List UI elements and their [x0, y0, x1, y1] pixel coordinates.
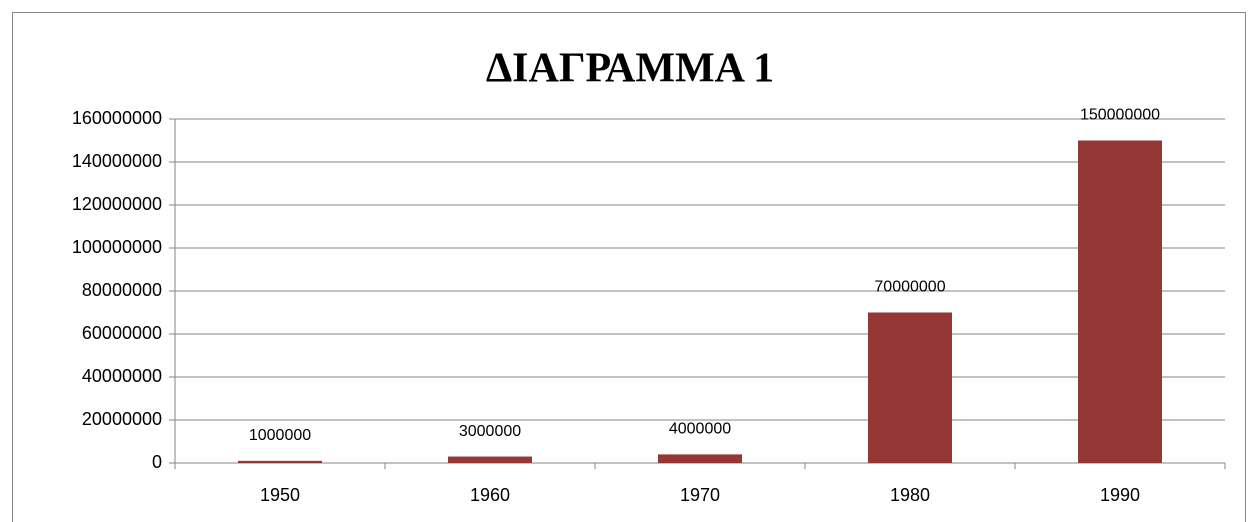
data-label: 4000000	[669, 421, 731, 438]
x-tick-label: 1960	[470, 485, 510, 505]
y-tick-label: 20000000	[82, 409, 162, 429]
y-tick-label: 0	[152, 452, 162, 472]
y-tick-label: 160000000	[72, 108, 162, 128]
x-tick-label: 1990	[1100, 485, 1140, 505]
data-label: 1000000	[249, 427, 311, 444]
bar	[658, 454, 742, 463]
bar	[448, 456, 532, 463]
y-tick-label: 40000000	[82, 366, 162, 386]
x-tick-label: 1980	[890, 485, 930, 505]
bar	[238, 460, 322, 463]
chart-border	[12, 12, 1246, 522]
chart-title: ΔΙΑΓΡΑΜΜΑ 1	[486, 46, 774, 92]
x-tick-label: 1970	[680, 485, 720, 505]
bar	[1078, 140, 1162, 463]
x-tick-label: 1950	[260, 485, 300, 505]
y-tick-label: 80000000	[82, 280, 162, 300]
bar	[868, 312, 952, 463]
y-tick-label: 120000000	[72, 194, 162, 214]
data-label: 3000000	[459, 423, 521, 440]
y-tick-label: 100000000	[72, 237, 162, 257]
y-tick-label: 140000000	[72, 151, 162, 171]
data-label: 70000000	[874, 279, 945, 296]
y-tick-label: 60000000	[82, 323, 162, 343]
data-label: 150000000	[1080, 107, 1160, 124]
